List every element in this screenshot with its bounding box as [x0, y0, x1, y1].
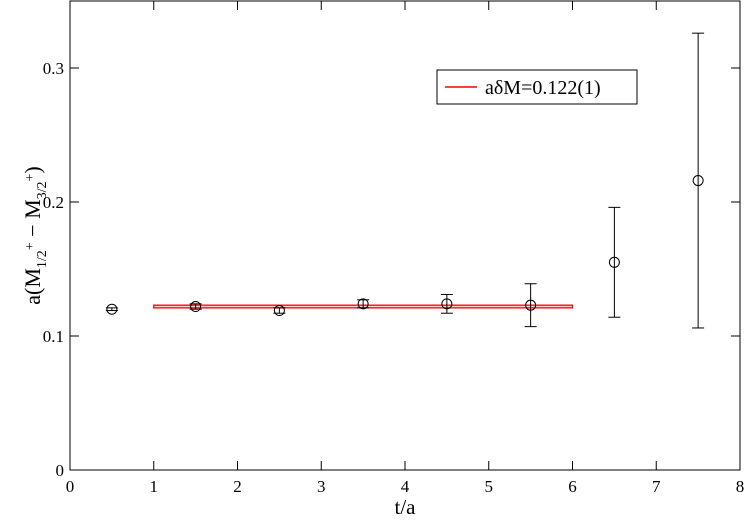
point [525, 299, 537, 311]
y-axis-label: a(M1/2+ − M3/2+) [20, 166, 50, 305]
y-axis-label-part: + [23, 242, 38, 250]
y-tick-label: 0.2 [43, 193, 64, 212]
x-tick-label: 5 [485, 477, 494, 496]
point [357, 298, 369, 310]
point [106, 303, 118, 315]
x-tick-label: 3 [317, 477, 326, 496]
y-axis-label-part: a(M [20, 268, 45, 305]
y-axis-label-part: + [23, 173, 38, 181]
x-tick-label: 6 [568, 477, 577, 496]
y-axis-label-part: 3/2 [35, 181, 50, 199]
y-tick-label: 0.3 [43, 59, 64, 78]
y-axis-label-part: 1/2 [35, 250, 50, 268]
point [190, 301, 202, 313]
point [441, 298, 453, 310]
x-tick-label: 4 [401, 477, 410, 496]
plot-frame [69, 0, 741, 471]
x-tick-label: 8 [736, 477, 745, 496]
x-axis-label: t/a [395, 495, 417, 519]
point [608, 256, 620, 268]
x-tick-label: 7 [652, 477, 661, 496]
point [692, 175, 704, 187]
y-tick-label: 0 [56, 461, 65, 480]
y-axis-label-part: ) [20, 166, 45, 173]
x-tick-label: 0 [66, 477, 75, 496]
x-tick-label: 1 [150, 477, 159, 496]
point [273, 305, 285, 317]
x-tick-label: 2 [233, 477, 242, 496]
y-tick-label: 0.1 [43, 327, 64, 346]
legend-label: aδM=0.122(1) [485, 77, 601, 99]
y-axis-label-part: − M [20, 199, 45, 242]
